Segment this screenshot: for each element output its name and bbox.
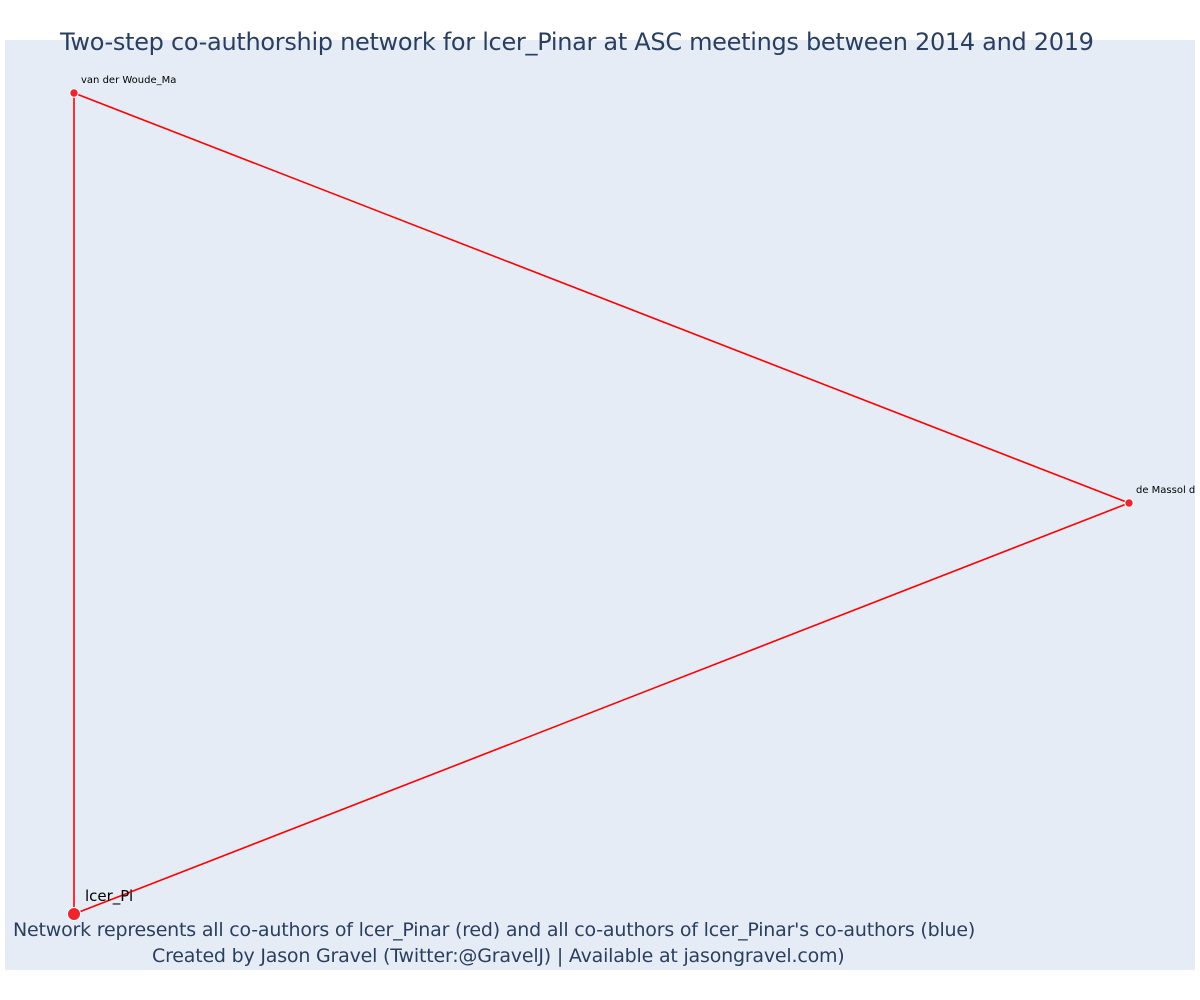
node-de-massol-de[interactable] <box>1124 498 1134 508</box>
node-van-der-woude-ma[interactable] <box>69 88 79 98</box>
node-label-de-massol-de: de Massol de <box>1136 485 1195 496</box>
figure-title: Two-step co-authorship network for lcer_… <box>60 28 1094 56</box>
caption-description: Network represents all co-authors of lce… <box>13 919 976 941</box>
node-label-van-der-woude-ma: van der Woude_Ma <box>81 75 176 86</box>
edge-de-massol-de-lcer-pinar <box>73 502 1130 915</box>
node-label-lcer-pinar: lcer_Pi <box>85 887 133 906</box>
caption-credit: Created by Jason Gravel (Twitter:@Gravel… <box>152 945 845 967</box>
node-lcer-pinar[interactable] <box>67 907 81 921</box>
edge-van-der-woude-ma-de-massol-de <box>73 92 1130 504</box>
